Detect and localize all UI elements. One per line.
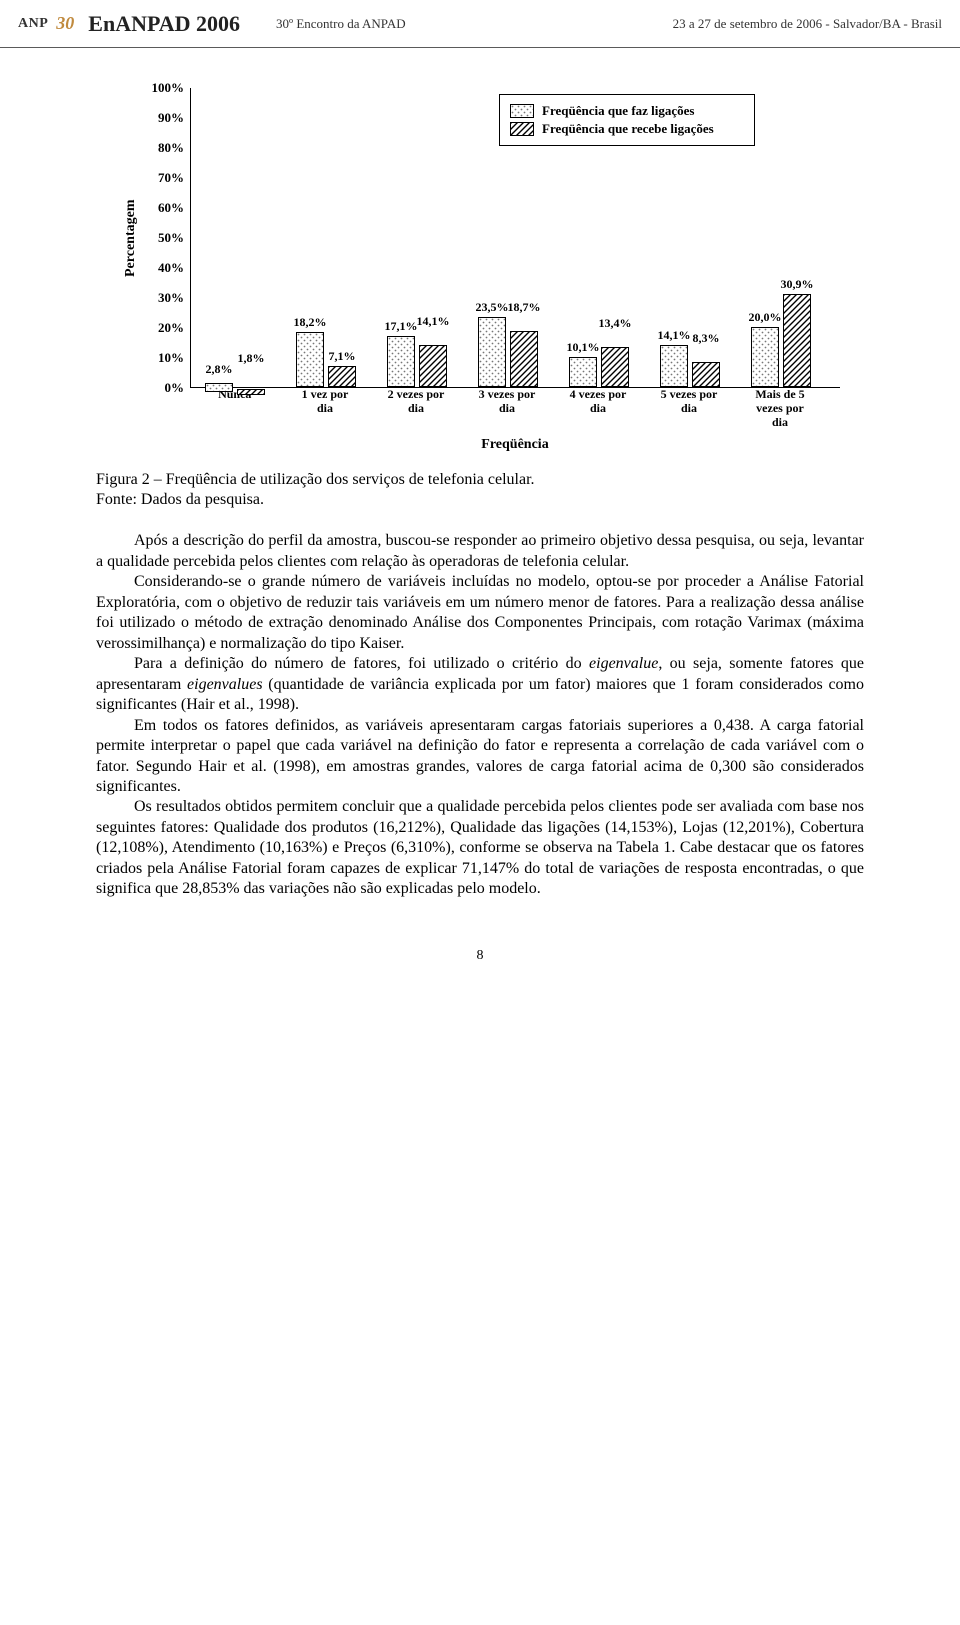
bar-group: 17,1%14,1% bbox=[387, 336, 447, 387]
y-axis-label: Percentagem bbox=[120, 88, 142, 388]
bar-wrap: 2,8% bbox=[205, 379, 233, 387]
banner-meeting-title: 30º Encontro da ANPAD bbox=[276, 16, 406, 32]
paragraph-1: Após a descrição do perfil da amostra, b… bbox=[96, 531, 864, 572]
bar-value-label: 30,9% bbox=[781, 277, 814, 292]
bar bbox=[478, 317, 506, 388]
bar-value-label: 18,7% bbox=[508, 300, 541, 315]
bar bbox=[237, 389, 265, 394]
bar bbox=[751, 327, 779, 387]
x-tick: 3 vezes pordia bbox=[462, 388, 553, 429]
bar-wrap: 7,1% bbox=[328, 366, 356, 387]
x-axis-ticks: Nunca1 vez pordia2 vezes pordia3 vezes p… bbox=[190, 388, 830, 429]
frequency-chart: Percentagem 100%90%80%70%60%50%40%30%20%… bbox=[120, 88, 840, 453]
bar bbox=[601, 347, 629, 387]
bar-wrap: 18,7% bbox=[510, 331, 538, 387]
bar-wrap: 14,1% bbox=[419, 345, 447, 387]
bar-group: 23,5%18,7% bbox=[478, 317, 538, 388]
chart-bars-layer: 2,8%1,8%18,2%7,1%17,1%14,1%23,5%18,7%10,… bbox=[191, 88, 840, 387]
bar-value-label: 18,2% bbox=[294, 315, 327, 330]
bar-wrap: 30,9% bbox=[783, 294, 811, 387]
bar bbox=[660, 345, 688, 387]
paragraph-2: Considerando-se o grande número de variá… bbox=[96, 572, 864, 654]
bar-wrap: 20,0% bbox=[751, 327, 779, 387]
bar-wrap: 23,5% bbox=[478, 317, 506, 388]
p3-eigenvalue-term: eigenvalue bbox=[589, 655, 658, 672]
bar-group: 18,2%7,1% bbox=[296, 332, 356, 387]
bar-group: 14,1%8,3% bbox=[660, 345, 720, 387]
bar bbox=[419, 345, 447, 387]
bar bbox=[205, 383, 233, 391]
bar-value-label: 13,4% bbox=[599, 316, 632, 331]
bar bbox=[692, 362, 720, 387]
bar-wrap: 10,1% bbox=[569, 357, 597, 387]
bar-group: 10,1%13,4% bbox=[569, 347, 629, 387]
x-tick: Nunca bbox=[190, 388, 280, 429]
bar bbox=[510, 331, 538, 387]
paragraph-5: Os resultados obtidos permitem concluir … bbox=[96, 797, 864, 899]
y-axis-ticks: 100%90%80%70%60%50%40%30%20%10%0% bbox=[142, 88, 190, 388]
bar-value-label: 17,1% bbox=[385, 319, 418, 334]
p3-text-a: Para a definição do número de fatores, f… bbox=[134, 655, 589, 672]
bar-wrap: 18,2% bbox=[296, 332, 324, 387]
bar-group: 2,8% 1,8% bbox=[205, 379, 265, 387]
bar-value-label: 23,5% bbox=[476, 300, 509, 315]
bar bbox=[328, 366, 356, 387]
bar-wrap: 17,1% bbox=[387, 336, 415, 387]
figure-caption: Figura 2 – Freqüência de utilização dos … bbox=[96, 471, 864, 489]
bar-wrap: 8,3% bbox=[692, 362, 720, 387]
bar bbox=[569, 357, 597, 387]
paragraph-4: Em todos os fatores definidos, as variáv… bbox=[96, 716, 864, 798]
bar-value-label: 20,0% bbox=[749, 310, 782, 325]
x-tick: 5 vezes pordia bbox=[644, 388, 735, 429]
x-tick: Mais de 5vezes pordia bbox=[735, 388, 826, 429]
bar bbox=[783, 294, 811, 387]
x-tick: 4 vezes pordia bbox=[553, 388, 644, 429]
x-tick: 2 vezes pordia bbox=[371, 388, 462, 429]
bar-value-label: 14,1% bbox=[417, 314, 450, 329]
bar-value-label: 10,1% bbox=[567, 340, 600, 355]
page-number: 8 bbox=[96, 948, 864, 964]
bar-value-label: 2,8% bbox=[206, 362, 233, 377]
logo-enanpad: EnANPAD 2006 bbox=[88, 11, 240, 37]
banner-location-dates: 23 a 27 de setembro de 2006 - Salvador/B… bbox=[673, 16, 942, 32]
bar-wrap: 14,1% bbox=[660, 345, 688, 387]
bar bbox=[387, 336, 415, 387]
bar-wrap: 13,4% bbox=[601, 347, 629, 387]
bar-value-label: 14,1% bbox=[658, 328, 691, 343]
chart-plot-area: Freqüência que faz ligaçõesFreqüência qu… bbox=[190, 88, 840, 388]
p3-eigenvalues-term: eigenvalues bbox=[187, 676, 263, 693]
logo-thirty-years: 30 bbox=[56, 13, 74, 34]
bar-value-label: 8,3% bbox=[693, 331, 720, 346]
x-axis-label: Freqüência bbox=[190, 437, 840, 453]
paragraph-3: Para a definição do número de fatores, f… bbox=[96, 654, 864, 715]
bar-wrap: 1,8% bbox=[237, 382, 265, 387]
bar-group: 20,0%30,9% bbox=[751, 294, 811, 387]
figure-source: Fonte: Dados da pesquisa. bbox=[96, 491, 864, 509]
bar bbox=[296, 332, 324, 387]
bar-value-label: 1,8% bbox=[238, 351, 265, 366]
banner-logo-group: ANP 30 EnANPAD 2006 bbox=[18, 11, 240, 37]
x-tick: 1 vez pordia bbox=[280, 388, 371, 429]
logo-anp: ANP bbox=[18, 16, 48, 32]
page-content: Percentagem 100%90%80%70%60%50%40%30%20%… bbox=[0, 48, 960, 1004]
conference-banner: ANP 30 EnANPAD 2006 30º Encontro da ANPA… bbox=[0, 0, 960, 48]
bar-value-label: 7,1% bbox=[329, 349, 356, 364]
